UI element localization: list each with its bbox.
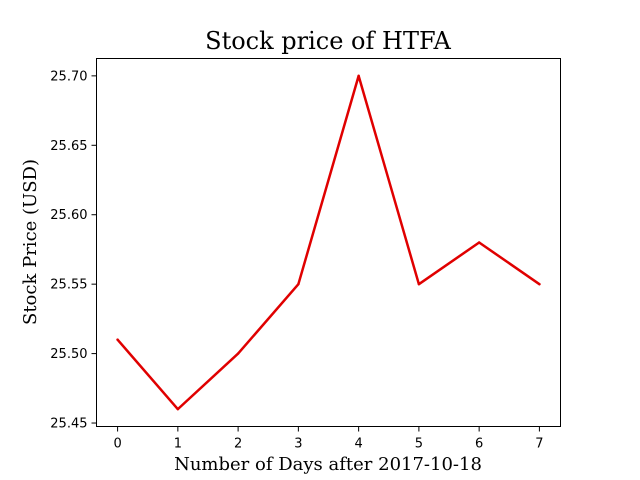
data-point — [417, 282, 421, 286]
data-point — [297, 282, 300, 286]
y-axis-label: Stock Price (USD) — [20, 159, 41, 325]
data-point — [357, 74, 360, 78]
x-tick-label: 4 — [354, 437, 362, 452]
chart-title: Stock price of HTFA — [205, 27, 451, 55]
x-tick-label: 0 — [113, 437, 121, 452]
x-tick-label: 7 — [535, 437, 543, 452]
y-tick-label: 25.60 — [50, 208, 87, 223]
plot-area-frame — [96, 58, 561, 427]
y-tick-label: 25.50 — [50, 347, 87, 362]
x-tick-label: 3 — [294, 437, 302, 452]
data-point — [477, 241, 481, 244]
y-tick-label: 25.45 — [50, 417, 87, 432]
series-layer — [116, 74, 541, 411]
data-point — [538, 282, 541, 286]
y-tick-label: 25.70 — [50, 69, 87, 84]
y-axis: 25.45 25.50 25.55 25.60 25.65 25.70 — [50, 69, 97, 432]
data-point — [236, 352, 240, 355]
x-tick-label: 5 — [415, 437, 423, 452]
y-tick-label: 25.65 — [50, 139, 87, 154]
data-point — [116, 338, 119, 341]
x-tick-label: 6 — [475, 437, 483, 452]
x-axis-label: Number of Days after 2017-10-18 — [174, 454, 482, 475]
data-point — [176, 407, 180, 411]
x-tick-label: 1 — [174, 437, 182, 452]
x-tick-label: 2 — [234, 437, 242, 452]
x-axis: 0 1 2 3 4 5 6 7 — [113, 426, 544, 452]
series-line-0 — [116, 74, 541, 411]
y-tick-label: 25.55 — [50, 278, 87, 293]
